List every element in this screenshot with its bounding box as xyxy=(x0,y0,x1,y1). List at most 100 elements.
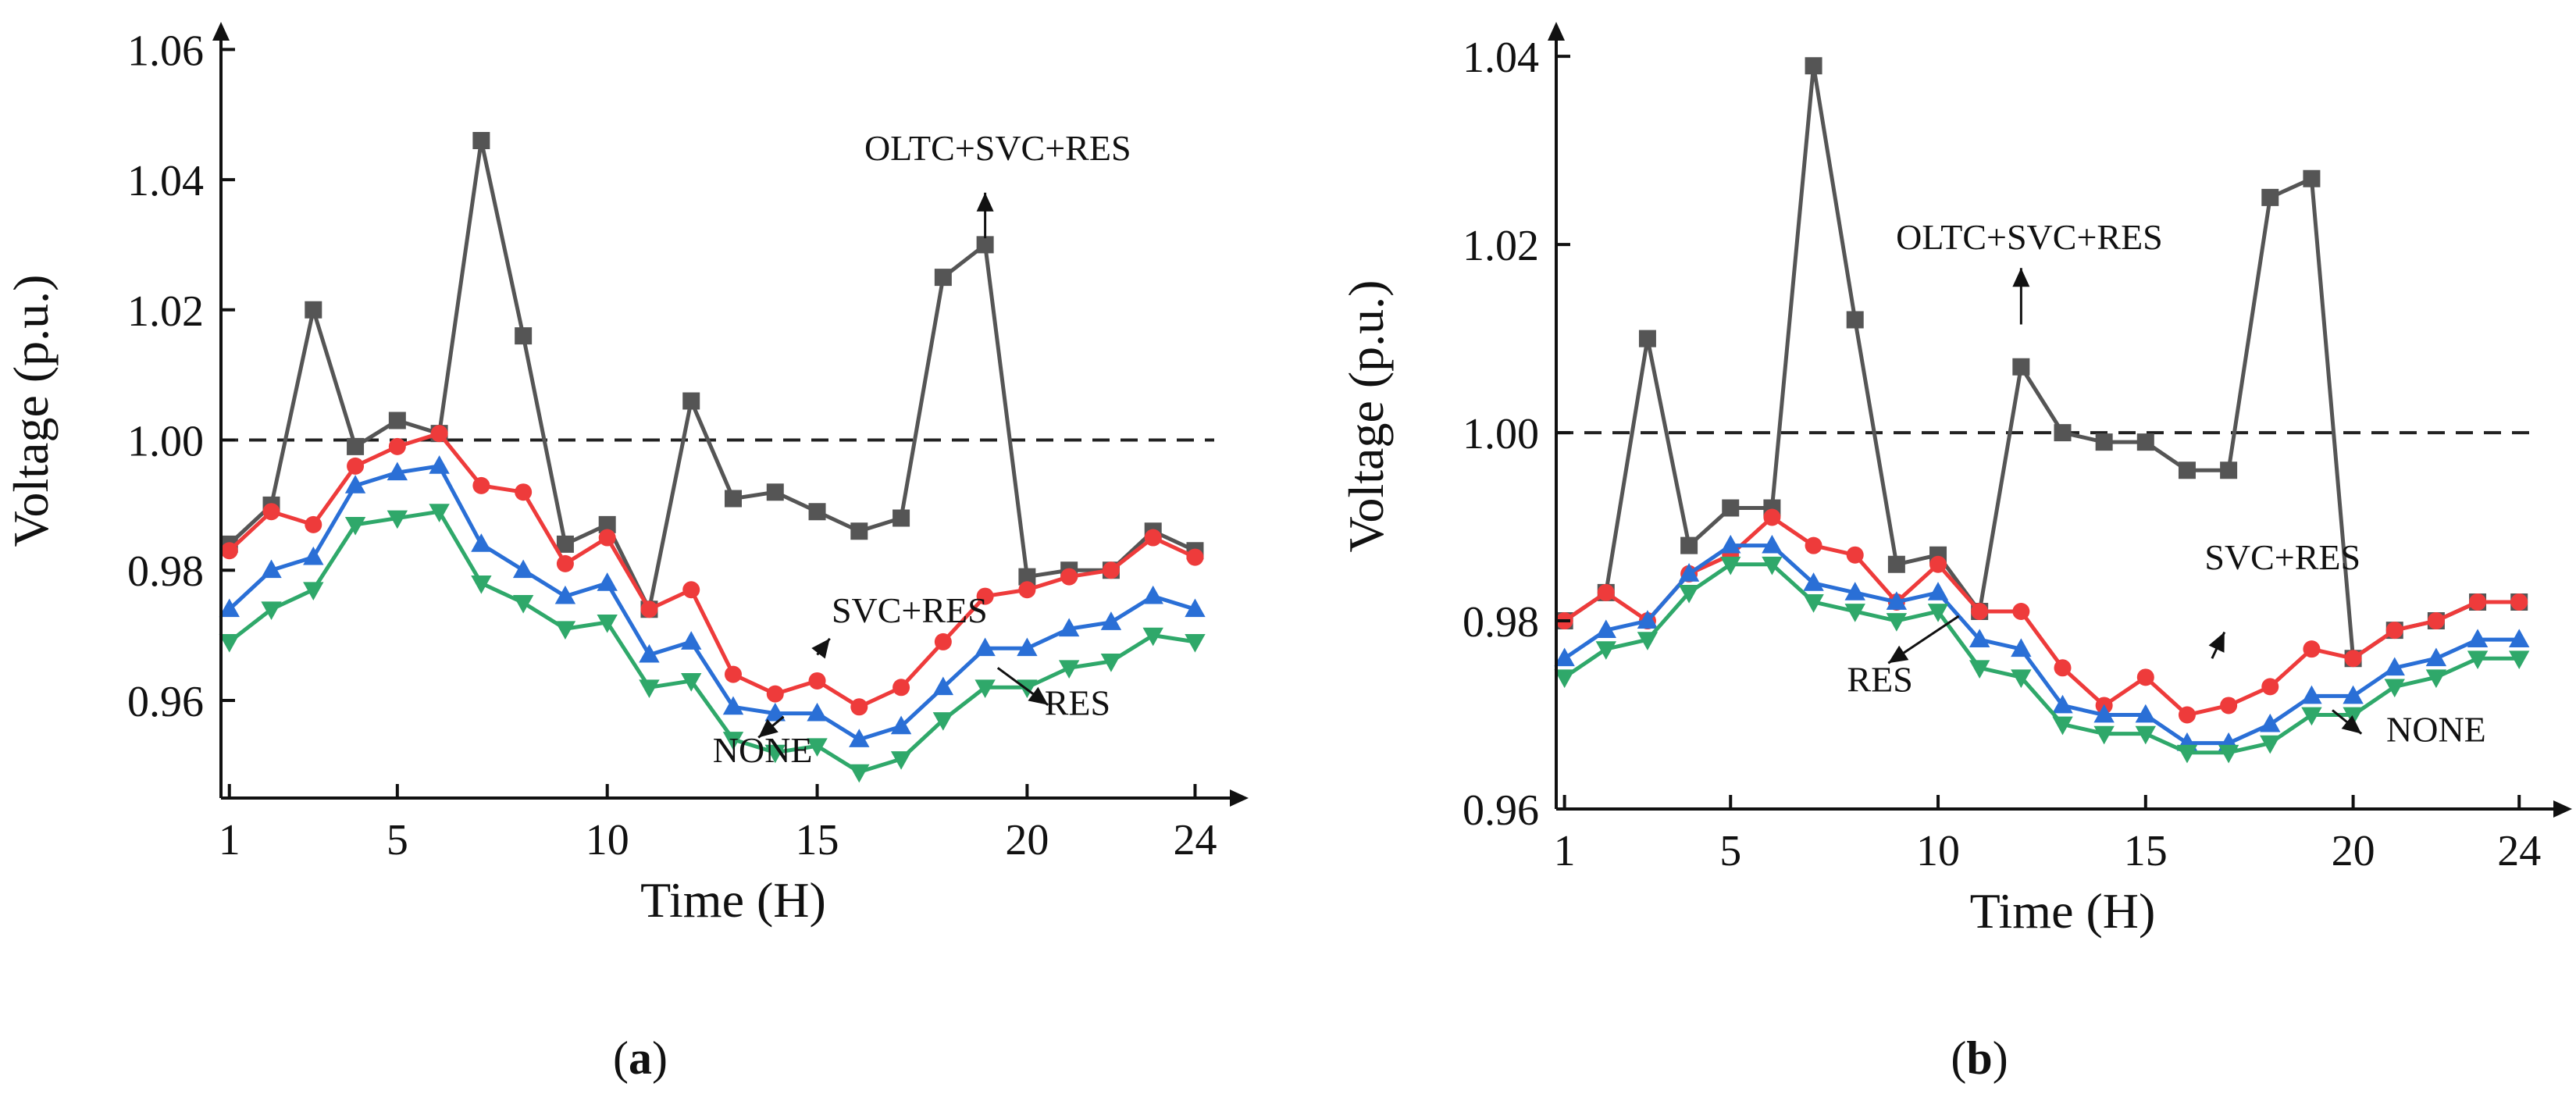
x-tick-label: 20 xyxy=(2332,827,2375,875)
series-oltc-svc-res xyxy=(1555,57,2528,668)
x-axis-arrow xyxy=(2553,800,2572,818)
data-point xyxy=(429,504,450,522)
data-point xyxy=(262,503,280,521)
x-tick-label: 1 xyxy=(219,816,240,864)
data-point xyxy=(2467,650,2489,669)
y-tick-label: 1.04 xyxy=(1463,34,1539,82)
data-point xyxy=(305,301,322,319)
data-point xyxy=(2343,707,2364,726)
data-point xyxy=(556,554,574,572)
data-point xyxy=(934,269,952,287)
data-point xyxy=(1887,555,1905,573)
data-point xyxy=(1018,568,1036,586)
y-tick-label: 0.96 xyxy=(127,678,204,726)
data-point xyxy=(1886,613,1908,632)
y-axis-title: Voltage (p.u.) xyxy=(3,275,59,547)
data-point xyxy=(1597,583,1615,601)
annotation-arrow-head xyxy=(976,192,994,212)
data-point xyxy=(1100,611,1122,630)
data-point xyxy=(808,503,826,521)
data-point xyxy=(2427,612,2445,630)
data-point xyxy=(2178,706,2196,724)
data-point xyxy=(2260,735,2281,754)
data-point xyxy=(681,631,702,650)
data-point xyxy=(512,559,534,579)
data-point xyxy=(722,732,744,750)
annotation-label-svc-res: SVC+RES xyxy=(2204,537,2360,577)
x-tick-label: 10 xyxy=(1916,827,1960,875)
data-point xyxy=(934,633,952,650)
data-point xyxy=(1554,669,1575,689)
data-point xyxy=(2218,744,2239,764)
annotation-label-oltc-svc-res: OLTC+SVC+RES xyxy=(1896,217,2163,257)
y-axis-arrow xyxy=(1548,22,1565,41)
data-point xyxy=(1678,563,1700,582)
data-point xyxy=(640,600,658,618)
data-point xyxy=(1637,632,1659,650)
data-point xyxy=(2385,622,2403,640)
data-point xyxy=(1971,602,1989,620)
series-res xyxy=(219,455,1206,747)
data-point xyxy=(722,696,744,715)
data-point xyxy=(1927,582,1949,600)
y-tick-label: 1.00 xyxy=(127,418,204,466)
data-point xyxy=(890,715,912,735)
caption-letter: b xyxy=(1966,1032,1992,1084)
data-point xyxy=(2093,704,2115,723)
annotation-arrow-head xyxy=(1028,686,1049,705)
data-point xyxy=(303,546,324,565)
data-point xyxy=(764,702,786,722)
x-tick-label: 5 xyxy=(1719,827,1741,875)
data-point xyxy=(2509,629,2530,648)
y-tick-label: 1.04 xyxy=(127,157,204,205)
data-point xyxy=(1142,585,1163,604)
y-tick-label: 1.06 xyxy=(127,27,204,75)
data-point xyxy=(388,437,406,455)
data-point xyxy=(429,455,450,474)
annotation-label-oltc-svc-res: OLTC+SVC+RES xyxy=(864,128,1131,168)
data-point xyxy=(1017,637,1038,657)
data-point xyxy=(598,515,616,533)
caption-open: ( xyxy=(1951,1032,1966,1084)
data-point xyxy=(305,515,322,533)
data-point xyxy=(1846,311,1864,329)
data-point xyxy=(387,510,408,529)
annotation-label-svc-res: SVC+RES xyxy=(832,590,988,630)
data-point xyxy=(893,509,910,527)
x-axis-title: Time (H) xyxy=(1970,883,2156,939)
data-point xyxy=(2136,433,2154,451)
data-point xyxy=(472,476,490,494)
data-point xyxy=(850,522,868,540)
data-point xyxy=(1844,582,1865,600)
annotation-arrow-head xyxy=(2341,714,2362,734)
data-point xyxy=(1185,598,1206,618)
data-point xyxy=(2425,669,2447,689)
data-point xyxy=(2301,707,2322,726)
data-point xyxy=(639,643,660,663)
annotation-arrow-head xyxy=(2012,268,2030,287)
data-point xyxy=(1805,536,1822,554)
data-point xyxy=(1638,330,1656,347)
data-point xyxy=(807,738,828,757)
data-point xyxy=(2054,424,2072,442)
data-point xyxy=(2303,640,2321,658)
data-point xyxy=(1058,618,1080,637)
data-point xyxy=(347,437,365,455)
data-point xyxy=(2303,169,2321,187)
data-point xyxy=(974,637,996,657)
data-point xyxy=(1803,572,1824,591)
data-point xyxy=(1100,654,1122,672)
data-point xyxy=(597,615,618,633)
data-point xyxy=(1846,546,1864,564)
data-point xyxy=(472,132,490,150)
y-tick-label: 0.98 xyxy=(127,547,204,596)
data-point xyxy=(219,598,240,618)
data-point xyxy=(2510,593,2528,611)
data-point xyxy=(1969,629,1990,648)
data-point xyxy=(344,516,366,536)
data-point xyxy=(2384,679,2405,698)
data-point xyxy=(2012,358,2030,376)
data-point xyxy=(597,572,618,591)
data-point xyxy=(2261,188,2279,206)
